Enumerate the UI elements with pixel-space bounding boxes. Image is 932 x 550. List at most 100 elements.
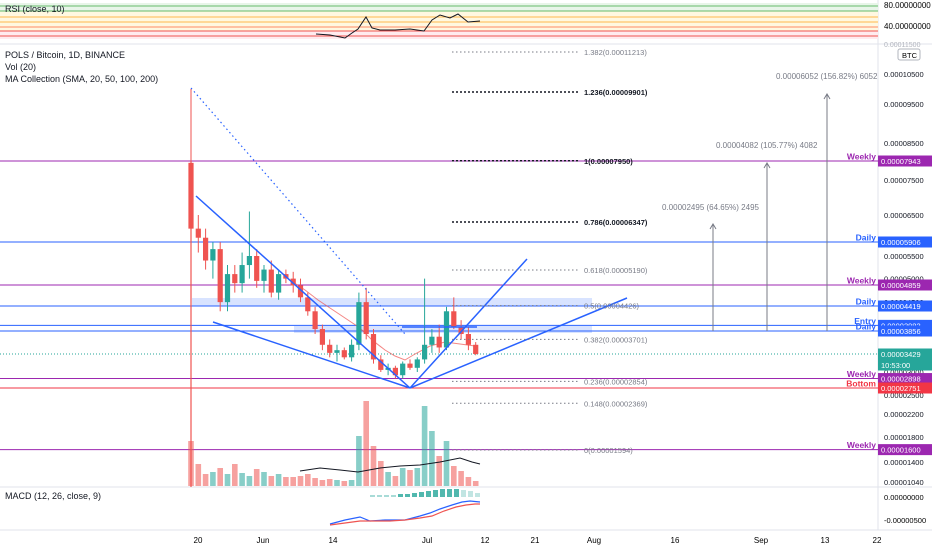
volume-bar [334, 480, 340, 486]
volume-bar [443, 441, 450, 486]
drawings [190, 87, 628, 389]
rsi-line [315, 13, 481, 39]
candle-body [276, 274, 282, 293]
time-tick-label: Aug [587, 536, 601, 545]
candle-body [392, 367, 398, 376]
candle-body [400, 363, 406, 376]
time-tick-label: 22 [873, 536, 882, 545]
macd-histogram-bar [405, 494, 410, 497]
volume-bar [392, 476, 399, 486]
volume-bar [385, 472, 391, 486]
candle-body [297, 285, 304, 298]
volume-bar [202, 474, 209, 486]
candle-body [356, 302, 362, 345]
candle-body [443, 311, 450, 348]
volume-bar [348, 480, 355, 486]
macd-histogram-bar [419, 492, 424, 497]
volume-bar [414, 468, 421, 486]
channel-upper-line [409, 258, 528, 389]
macd-histogram-bar [454, 489, 459, 497]
level-label-daily_2: Daily [856, 297, 877, 307]
fib-label: 0.236(0.00002854) [584, 377, 648, 386]
volume-bar [326, 479, 333, 486]
target-arrow-head [709, 223, 717, 230]
candle-body [422, 344, 428, 360]
volume-bar [268, 476, 275, 486]
price-tag-entry [878, 319, 932, 331]
candle-body [429, 336, 435, 345]
candle-body [334, 350, 340, 353]
target-label: 0.00004082 (105.77%) 4082 [716, 141, 818, 150]
volume-bar [290, 477, 296, 486]
candle-body [458, 326, 464, 335]
volume-bar [312, 478, 318, 486]
level-label-daily_1: Daily [856, 233, 877, 243]
rsi-label: RSI (close, 10) [5, 4, 65, 14]
macd-histogram-bar [447, 489, 452, 497]
macd-histogram-bar [391, 495, 396, 497]
candle-body [363, 302, 369, 335]
fib-label: 0.148(0.00002369) [584, 399, 648, 408]
volume-bar [297, 476, 304, 486]
candle-body [224, 274, 231, 303]
volume-bar [261, 472, 267, 486]
price-tick-label: 0.00009500 [884, 100, 924, 109]
volume-bar [319, 480, 326, 486]
candle-body [239, 265, 245, 284]
volume-bar [407, 470, 413, 486]
fib-label: 0.618(0.00005190) [584, 266, 648, 275]
price-tick-label: 0.00008500 [884, 139, 924, 148]
currency-label: BTC [902, 51, 918, 60]
volume-bar [429, 431, 435, 486]
fib-label: 1.382(0.00011213) [584, 48, 647, 57]
volume-bar [356, 436, 362, 486]
support-zone [294, 326, 592, 333]
volume-bar [232, 464, 238, 486]
volume-bar [421, 406, 428, 486]
candle-body [195, 228, 201, 238]
rsi-pane: 80.00000000 40.00000000 0.00011500 BTC [0, 1, 931, 61]
macd-label: MACD (12, 26, close, 9) [5, 491, 102, 501]
level-label-weekly_1: Weekly [847, 152, 876, 162]
candle-body [261, 269, 267, 281]
time-tick-label: Sep [754, 536, 769, 545]
time-tick-label: 13 [821, 536, 830, 545]
price-tag-value: 0.00007943 [881, 157, 921, 166]
price-tags: 0.00007943 Weekly 0.00005906 Daily 0.0000485… [846, 152, 932, 456]
macd-histogram-bar [412, 493, 417, 497]
price-tag-weekly_1 [878, 155, 932, 167]
macd-histogram-bar [440, 489, 445, 497]
signal-line [329, 503, 480, 526]
volume-bar [472, 481, 479, 486]
candle-body [246, 256, 252, 266]
candle-body [254, 256, 260, 281]
macd-line [329, 500, 481, 525]
macd-histogram-bar [370, 495, 375, 497]
volume-bar [210, 472, 216, 486]
time-tick-label: Jun [257, 536, 270, 545]
price-tag-weekly_3 [878, 373, 932, 385]
price-tag-value: 0.00003856 [881, 327, 921, 336]
candle-body [349, 344, 355, 358]
price-tick-label: 0.00001040 [884, 478, 924, 487]
volume-bar [465, 477, 472, 486]
level-label-daily_3: Daily [856, 322, 877, 332]
volume-ma-line [299, 457, 481, 473]
candle-body [312, 311, 318, 330]
target-arrows: 0.00002495 (64.65%) 2495 0.00004082 (105.… [662, 72, 878, 331]
price-tag-time: 10:53:00 [881, 361, 910, 370]
price-tag-daily_1 [878, 236, 932, 248]
price-tick-label: 0.00005500 [884, 252, 924, 261]
macd-histogram-bar [468, 491, 473, 497]
candle-body [305, 297, 311, 312]
target-label: 0.00002495 (64.65%) 2495 [662, 203, 760, 212]
fib-label: 1.236(0.00009901) [584, 88, 648, 97]
price-tag-daily_3 [878, 325, 932, 337]
price-tag-weekly_2 [878, 279, 932, 291]
level-label-weekly_3: Weekly [847, 369, 876, 379]
price-tag-weekly_4 [878, 444, 932, 456]
price-tag-value: 0.00001600 [881, 446, 921, 455]
resistance-zone [192, 298, 592, 306]
target-arrow-head [823, 93, 831, 100]
